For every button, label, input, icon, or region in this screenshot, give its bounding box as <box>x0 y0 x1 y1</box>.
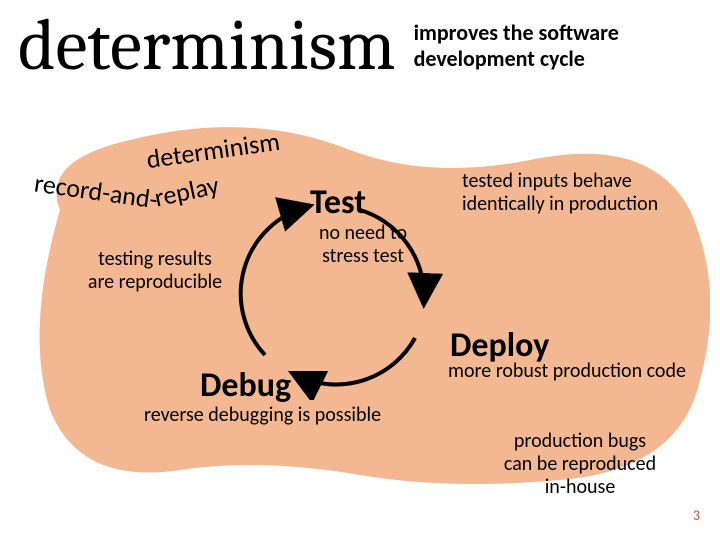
page-number: 3 <box>693 507 700 524</box>
ann-line: production bugs <box>514 429 646 453</box>
annotation-tested-inputs: tested inputs behave identically in prod… <box>462 170 692 216</box>
annotation-reverse-debug: reverse debugging is possible <box>144 404 424 427</box>
title-row: determinism improves the software develo… <box>18 10 619 82</box>
ann-line: are reproducible <box>88 270 222 294</box>
subtitle-line1: improves the software <box>414 19 619 46</box>
replay: replay <box>152 169 222 214</box>
ann-line: testing results <box>98 247 212 271</box>
annotation-prod-bugs: production bugs can be reproduced in-hou… <box>470 430 690 499</box>
ann-line: identically in production <box>462 192 658 216</box>
subtitle-line2: development cycle <box>414 45 585 72</box>
ann-line: stress test <box>322 244 404 268</box>
arrow-deploy-debug <box>296 338 415 384</box>
annotation-no-stress-test: no need to stress test <box>298 222 428 268</box>
curved-label-record-replay: record-and-replay <box>34 175 219 207</box>
annotation-more-robust: more robust production code <box>448 360 698 383</box>
ann-line: no need to <box>319 221 407 245</box>
slide: determinism improves the software develo… <box>0 0 720 540</box>
cycle-node-debug: Debug <box>200 365 291 406</box>
title-main: determinism <box>18 10 396 82</box>
ann-line: can be reproduced <box>504 452 656 476</box>
cycle-node-test: Test <box>310 182 366 223</box>
ann-line: tested inputs behave <box>462 169 632 193</box>
ann-line: in-house <box>545 475 616 499</box>
arrow-debug-test <box>241 207 306 355</box>
title-subtitle: improves the software development cycle <box>414 20 619 73</box>
annotation-testing-reproducible: testing results are reproducible <box>70 248 240 294</box>
